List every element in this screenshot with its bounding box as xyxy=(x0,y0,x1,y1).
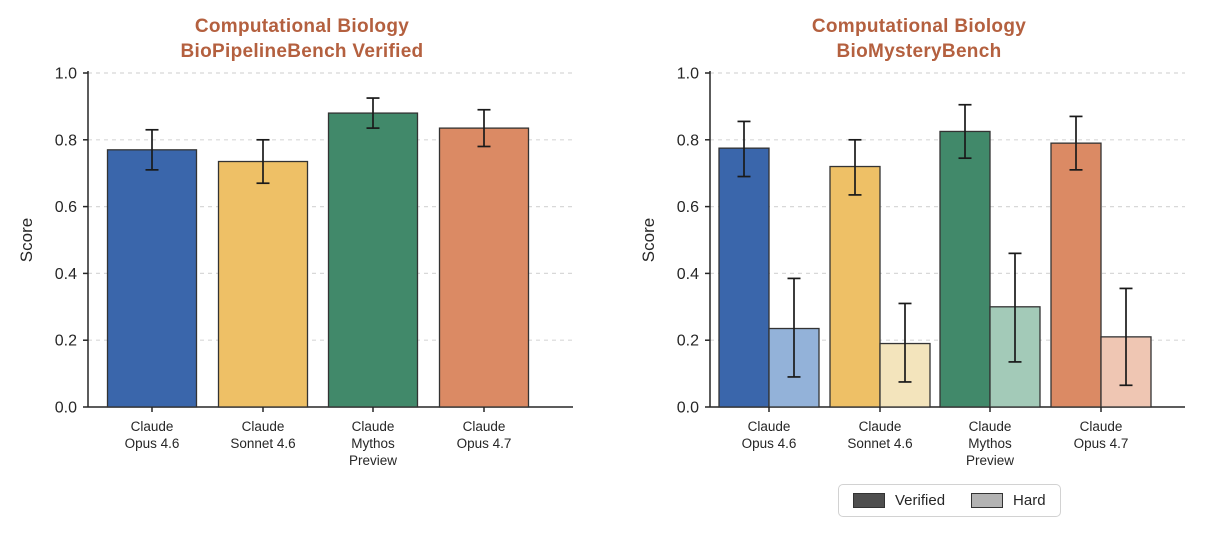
bar-verified-2 xyxy=(939,130,991,408)
chart-title-line1: Computational Biology xyxy=(194,16,410,37)
legend-entry-hard: Hard xyxy=(971,492,1046,509)
y-tick-label: 1.0 xyxy=(55,66,77,83)
y-tick-label: 0.4 xyxy=(55,266,77,283)
x-tick-label: Opus 4.6 xyxy=(125,436,180,451)
chart-biomysterybench: Computational Biology BioMysteryBench 0.… xyxy=(604,0,1208,537)
bar-verified-0 xyxy=(718,147,770,408)
x-tick-label: Preview xyxy=(349,453,397,468)
bar-verified-0 xyxy=(106,149,198,408)
bar-verified-1 xyxy=(217,160,309,408)
legend-swatch-hard xyxy=(971,493,1004,508)
chart-biopipelinebench: Computational Biology BioPipelineBench V… xyxy=(17,14,577,468)
x-tick-label: Sonnet 4.6 xyxy=(230,436,295,451)
y-tick-label: 0.6 xyxy=(55,199,77,216)
y-tick-label: 0.0 xyxy=(55,400,77,417)
x-tick-label: Opus 4.6 xyxy=(742,436,797,451)
x-tick-label: Opus 4.7 xyxy=(1074,436,1129,451)
x-tick-label: Claude xyxy=(859,419,902,434)
chart-title-line2: BioMysteryBench xyxy=(836,41,1002,62)
x-tick-label: Mythos xyxy=(968,436,1012,451)
legend-swatch-verified xyxy=(853,493,885,508)
y-tick-label: 0.8 xyxy=(677,132,699,149)
chart-title-line1: Computational Biology xyxy=(811,16,1027,37)
y-axis-label: Score xyxy=(17,218,36,262)
x-tick-label: Preview xyxy=(966,453,1014,468)
x-tick-label: Claude xyxy=(352,419,395,434)
x-tick-label: Claude xyxy=(131,419,174,434)
legend-label-verified: Verified xyxy=(895,492,946,509)
x-tick-label: Sonnet 4.6 xyxy=(847,436,912,451)
y-tick-label: 0.0 xyxy=(677,400,699,417)
bar-plot-biopipelinebench: 0.0 0.2 0.4 0.6 0.8 1.0 Score Claude Opus 4.6 Cla… xyxy=(17,66,573,468)
legend-label-hard: Hard xyxy=(1013,492,1046,509)
bar-verified-3 xyxy=(1050,142,1102,408)
x-tick-label: Claude xyxy=(969,419,1012,434)
y-tick-label: 0.4 xyxy=(677,266,699,283)
bar-plot-biomysterybench: 0.0 0.2 0.4 0.6 0.8 1.0 Score Claude Opus 4.6 Cla… xyxy=(639,66,1185,468)
y-tick-label: 0.2 xyxy=(677,333,699,350)
y-tick-label: 0.6 xyxy=(677,199,699,216)
x-tick-label: Claude xyxy=(748,419,791,434)
chart-title-line2: BioPipelineBench Verified xyxy=(180,41,424,62)
bar-verified-2 xyxy=(327,112,419,408)
bar-verified-3 xyxy=(438,127,530,408)
legend-entry-verified: Verified xyxy=(853,492,945,509)
chart-title-biomysterybench: Computational Biology BioMysteryBench xyxy=(644,14,1194,64)
x-tick-label: Opus 4.7 xyxy=(457,436,512,451)
x-tick-label: Mythos xyxy=(351,436,395,451)
x-tick-label: Claude xyxy=(1080,419,1123,434)
legend: Verified Hard xyxy=(838,484,1061,517)
y-tick-label: 0.8 xyxy=(55,132,77,149)
y-tick-label: 1.0 xyxy=(677,66,699,83)
bar-verified-1 xyxy=(829,165,881,408)
chart-title-biopipelinebench: Computational Biology BioPipelineBench V… xyxy=(27,14,577,64)
y-axis-label: Score xyxy=(639,218,658,262)
y-tick-label: 0.2 xyxy=(55,333,77,350)
x-tick-label: Claude xyxy=(242,419,285,434)
x-tick-label: Claude xyxy=(463,419,506,434)
